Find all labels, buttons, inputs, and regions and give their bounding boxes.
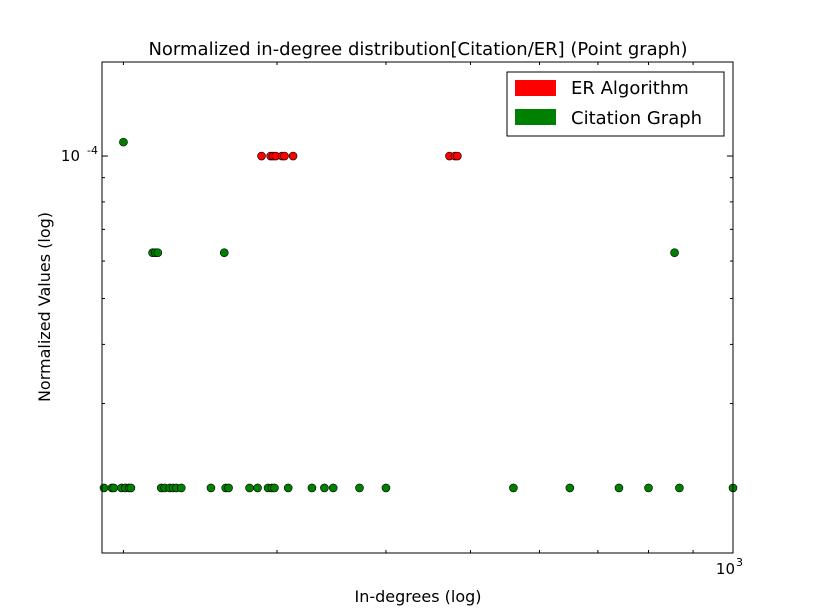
x-axis-label: In-degrees (log) — [355, 587, 482, 606]
data-point-citation-graph — [224, 483, 233, 493]
data-point-er-algorithm — [288, 151, 298, 161]
chart-title: Normalized in-degree distribution[Citati… — [148, 39, 687, 60]
data-point-citation-graph — [270, 483, 279, 493]
data-point-citation-graph — [119, 137, 128, 147]
data-point-citation-graph — [245, 483, 254, 493]
legend-swatch-er-algorithm — [515, 80, 556, 96]
data-point-citation-graph — [355, 483, 364, 493]
data-point-citation-graph — [675, 483, 684, 493]
legend-swatch-citation-graph — [515, 109, 556, 125]
plot-area — [102, 62, 733, 553]
legend: ER Algorithm Citation Graph — [506, 71, 725, 137]
data-point-citation-graph — [253, 483, 262, 493]
data-point-citation-graph — [176, 483, 186, 493]
data-point-citation-graph — [644, 483, 653, 493]
data-point-citation-graph — [126, 483, 136, 493]
data-point-citation-graph — [206, 483, 216, 493]
plot-frame — [101, 61, 734, 554]
data-point-citation-graph — [320, 483, 329, 493]
data-point-er-algorithm — [257, 151, 266, 161]
data-points — [99, 137, 738, 493]
data-point-citation-graph — [153, 248, 163, 257]
data-point-citation-graph — [670, 248, 679, 257]
data-point-citation-graph — [99, 483, 109, 493]
legend-label-citation-graph: Citation Graph — [571, 108, 702, 129]
y-tick-label: 10 — [61, 147, 80, 165]
data-point-citation-graph — [109, 483, 119, 493]
x-tick-label-exponent: 3 — [736, 556, 743, 569]
data-point-er-algorithm — [453, 151, 462, 161]
data-point-er-algorithm — [280, 151, 289, 161]
legend-label-er-algorithm: ER Algorithm — [571, 78, 689, 99]
y-axis-label: Normalized Values (log) — [35, 212, 54, 402]
data-point-citation-graph — [307, 483, 317, 493]
data-point-citation-graph — [219, 248, 229, 257]
major-ticks: 10 -410 3 — [61, 62, 743, 578]
data-point-citation-graph — [565, 483, 575, 493]
x-tick-label: 10 — [716, 560, 735, 578]
data-point-citation-graph — [509, 483, 518, 493]
data-point-citation-graph — [283, 483, 293, 493]
data-point-citation-graph — [614, 483, 624, 493]
data-point-citation-graph — [328, 483, 338, 493]
y-tick-label-exponent: -4 — [87, 144, 98, 157]
legend-frame — [506, 71, 725, 137]
data-point-citation-graph — [381, 483, 391, 493]
